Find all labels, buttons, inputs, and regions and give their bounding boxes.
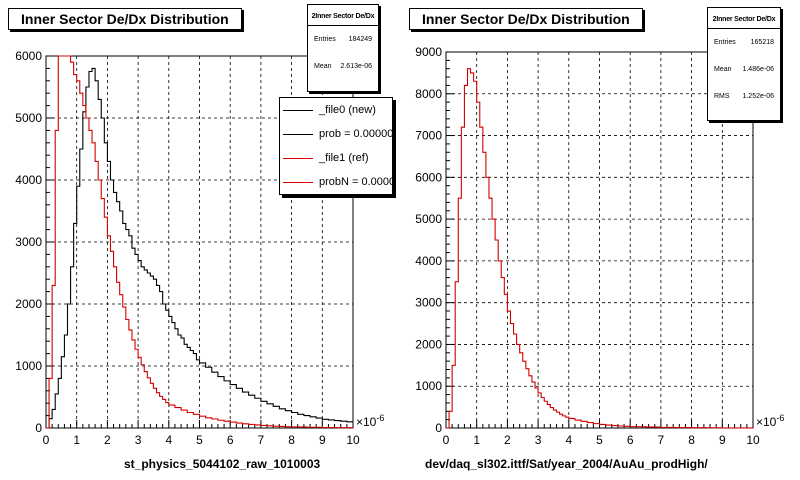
right-stats-entries-label: Entries bbox=[714, 39, 736, 46]
right-stats-rms-label: RMS bbox=[714, 93, 730, 100]
right-x-tick-label: 6 bbox=[627, 433, 634, 447]
left-y-tick-label: 1000 bbox=[15, 359, 42, 373]
right-stats-box: 2Inner Sector De/Dx Entries 165218 Mean … bbox=[707, 7, 781, 121]
legend-line-probn bbox=[283, 181, 313, 183]
left-x-tick-label: 9 bbox=[319, 433, 326, 447]
right-y-tick-label: 3000 bbox=[415, 296, 442, 310]
right-y-tick-label: 6000 bbox=[415, 170, 442, 184]
left-x-tick-label: 10 bbox=[346, 433, 360, 447]
right-chart-pad: 0 1 2 3 4 5 6 7 8 9 10 0 1000 2000 3000 4000 5000 6000 700… bbox=[400, 0, 795, 480]
right-x-tick-label: 8 bbox=[688, 433, 695, 447]
right-x-tick-label: 0 bbox=[443, 433, 450, 447]
left-x-exponent: ×10-6 bbox=[356, 413, 384, 429]
left-y-tick-label: 4000 bbox=[15, 173, 42, 187]
left-legend: _file0 (new) prob = 0.000000 _file1 (ref… bbox=[279, 97, 393, 195]
left-y-tick-label: 2000 bbox=[15, 297, 42, 311]
legend-label-probn: probN = 0.000000 bbox=[319, 176, 392, 188]
right-x-tick-label: 3 bbox=[535, 433, 542, 447]
left-x-tick-label: 6 bbox=[227, 433, 234, 447]
left-stats-mean-label: Mean bbox=[314, 63, 332, 70]
legend-entry-prob: prob = 0.000000 bbox=[280, 122, 392, 146]
left-x-tick-label: 0 bbox=[43, 433, 50, 447]
right-stats-mean-label: Mean bbox=[714, 66, 732, 73]
right-y-tick-label: 8000 bbox=[415, 87, 442, 101]
left-x-tick-label: 3 bbox=[135, 433, 142, 447]
right-y-tick-label: 7000 bbox=[415, 129, 442, 143]
left-x-tick-label: 4 bbox=[165, 433, 172, 447]
left-series-1 bbox=[46, 55, 354, 429]
left-x-tick-label: 8 bbox=[288, 433, 295, 447]
right-stats-mean: Mean 1.486e-06 bbox=[708, 56, 780, 83]
legend-label-prob: prob = 0.000000 bbox=[319, 128, 393, 140]
right-x-tick-label: 4 bbox=[565, 433, 572, 447]
right-x-tick-label: 5 bbox=[596, 433, 603, 447]
legend-line-prob bbox=[283, 133, 313, 135]
left-y-tick-label: 5000 bbox=[15, 111, 42, 125]
left-y-tick-label: 3000 bbox=[15, 235, 42, 249]
left-y-tick-label: 6000 bbox=[15, 49, 42, 63]
right-x-exponent: ×10-6 bbox=[756, 413, 784, 429]
left-x-tick-label: 5 bbox=[196, 433, 203, 447]
right-stats-mean-value: 1.486e-06 bbox=[742, 66, 774, 73]
legend-entry-new: _file0 (new) bbox=[280, 98, 392, 122]
left-x-tick-label: 2 bbox=[104, 433, 111, 447]
right-x-tick-label: 10 bbox=[746, 433, 760, 447]
right-stats-entries: Entries 165218 bbox=[708, 29, 780, 56]
right-x-axis-title: dev/daq_sl302.ittf/Sat/year_2004/AuAu_pr… bbox=[425, 457, 708, 471]
right-y-tick-label: 1000 bbox=[415, 379, 442, 393]
right-series-0 bbox=[446, 68, 754, 429]
left-chart-title: Inner Sector De/Dx Distribution bbox=[8, 8, 242, 30]
left-chart-pad: 0 1 2 3 4 5 6 7 8 9 10 0 1000 2000 3000 4000 5000 6000 ×10… bbox=[0, 0, 395, 480]
left-stats-entries: Entries 184249 bbox=[308, 26, 378, 53]
left-stats-entries-value: 184249 bbox=[348, 36, 372, 43]
legend-line-ref bbox=[283, 157, 313, 159]
right-chart-title: Inner Sector De/Dx Distribution bbox=[409, 8, 643, 30]
right-x-tick-label: 7 bbox=[658, 433, 665, 447]
right-x-tick-label: 9 bbox=[719, 433, 726, 447]
legend-label-new: _file0 (new) bbox=[319, 104, 376, 116]
right-y-tick-label: 2000 bbox=[415, 337, 442, 351]
legend-line-new bbox=[283, 109, 313, 111]
left-x-tick-label: 7 bbox=[258, 433, 265, 447]
right-stats-name: 2Inner Sector De/Dx bbox=[708, 8, 780, 29]
right-stats-rms-value: 1.252e-06 bbox=[742, 93, 774, 100]
right-x-tick-label: 2 bbox=[504, 433, 511, 447]
right-chart-canvas: 0 1 2 3 4 5 6 7 8 9 10 0 1000 2000 3000 4000 5000 6000 700… bbox=[415, 45, 784, 447]
left-x-axis-title: st_physics_5044102_raw_1010003 bbox=[124, 457, 321, 471]
right-x-tick-label: 1 bbox=[473, 433, 480, 447]
right-y-tick-label: 5000 bbox=[415, 212, 442, 226]
legend-label-ref: _file1 (ref) bbox=[319, 152, 369, 164]
left-stats-mean-value: 2.613e-06 bbox=[340, 63, 372, 70]
left-y-tick-label: 0 bbox=[35, 421, 42, 435]
legend-entry-ref: _file1 (ref) bbox=[280, 146, 392, 170]
left-stats-name: 2Inner Sector De/Dx bbox=[308, 5, 378, 26]
right-stats-entries-value: 165218 bbox=[750, 39, 774, 46]
left-x-tick-label: 1 bbox=[73, 433, 80, 447]
left-stats-mean: Mean 2.613e-06 bbox=[308, 53, 378, 80]
left-stats-entries-label: Entries bbox=[314, 36, 336, 43]
legend-entry-probn: probN = 0.000000 bbox=[280, 170, 392, 194]
right-y-tick-label: 4000 bbox=[415, 254, 442, 268]
right-y-tick-label: 0 bbox=[435, 421, 442, 435]
right-y-tick-label: 9000 bbox=[415, 45, 442, 59]
left-stats-box: 2Inner Sector De/Dx Entries 184249 Mean … bbox=[307, 4, 379, 92]
right-stats-rms: RMS 1.252e-06 bbox=[708, 83, 780, 110]
